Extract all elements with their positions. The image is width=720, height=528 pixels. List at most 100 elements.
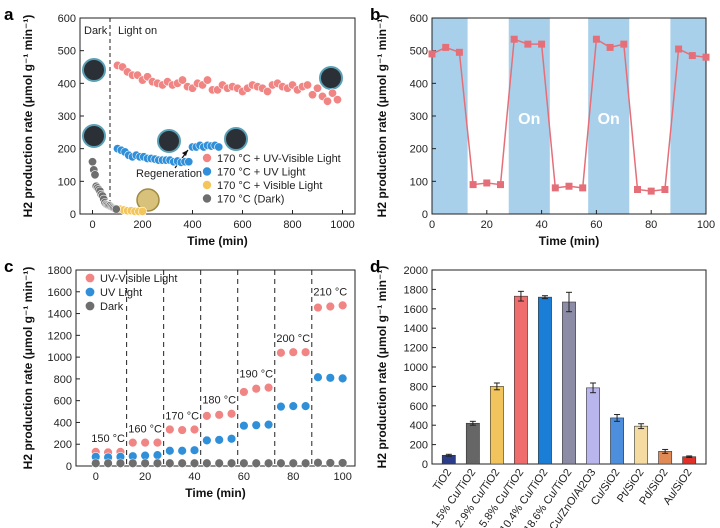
- legend-label: Dark: [100, 301, 124, 313]
- y-axis-label: H2 production rate (μmol g⁻¹ min⁻¹): [375, 266, 389, 469]
- data-point: [251, 383, 261, 394]
- light-on-label: Light on: [118, 25, 157, 37]
- regeneration-label: Regeneration: [136, 168, 202, 180]
- data-point: [263, 419, 274, 430]
- data-point: [675, 45, 683, 53]
- data-point: [510, 35, 518, 43]
- data-point: [538, 40, 546, 48]
- data-point: [263, 382, 274, 393]
- catalyst-photo: [157, 129, 181, 153]
- y-tick-label: 200: [410, 144, 428, 156]
- data-point: [165, 458, 175, 468]
- panel-label-a: a: [4, 5, 14, 24]
- data-point: [103, 458, 113, 468]
- temperature-label: 180 °C: [202, 395, 236, 407]
- data-point: [152, 437, 163, 448]
- arrowhead-icon: [182, 150, 188, 156]
- x-tick-label: 80: [287, 471, 299, 483]
- y-tick-label: 400: [54, 417, 72, 429]
- data-point: [251, 420, 261, 430]
- data-point: [178, 75, 188, 85]
- x-tick-label: 200: [133, 219, 151, 231]
- data-point: [251, 458, 261, 468]
- data-point: [214, 410, 224, 420]
- x-tick-label: 0: [93, 471, 99, 483]
- data-point: [620, 40, 628, 48]
- panel-label-d: d: [370, 257, 380, 276]
- data-point: [313, 458, 323, 468]
- panel-b: On On 0 100 200 300 400 500 600 0 20 40 60 80 100 Time…: [375, 13, 715, 248]
- data-point: [428, 50, 436, 58]
- data-point: [312, 83, 322, 93]
- legend-marker: [202, 153, 212, 163]
- data-point: [152, 458, 163, 468]
- data-point: [214, 435, 224, 445]
- temperature-label: 160 °C: [128, 424, 162, 436]
- x-tick-label: 20: [139, 471, 151, 483]
- data-point: [647, 187, 655, 195]
- data-point: [313, 302, 323, 313]
- catalyst-photo: [82, 124, 106, 148]
- x-tick-label: 80: [645, 219, 657, 231]
- data-point: [288, 347, 298, 357]
- data-point: [202, 458, 212, 468]
- y-tick-label: 600: [54, 396, 72, 408]
- x-tick-label: 100: [697, 219, 715, 231]
- data-point: [300, 347, 311, 357]
- y-tick-label: 400: [410, 78, 428, 90]
- data-point: [606, 43, 614, 51]
- data-point: [203, 75, 213, 85]
- y-axis-label: H2 production rate (μmol g⁻¹ min⁻¹): [21, 15, 35, 218]
- bar: [586, 387, 600, 465]
- data-point: [138, 206, 148, 216]
- y-tick-label: 2000: [404, 265, 428, 277]
- data-point: [189, 424, 200, 435]
- data-point: [90, 170, 100, 180]
- x-tick-label: 600: [233, 219, 251, 231]
- data-point: [702, 53, 710, 61]
- bar: [610, 417, 624, 465]
- y-tick-label: 1000: [404, 362, 428, 374]
- x-tick-label: 800: [283, 219, 301, 231]
- y-tick-label: 1800: [404, 284, 428, 296]
- temperature-label: 210 °C: [313, 286, 347, 298]
- data-point: [455, 48, 463, 56]
- bar: [514, 295, 528, 465]
- y-tick-label: 1600: [48, 287, 72, 299]
- y-tick-label: 300: [58, 111, 76, 123]
- legend-marker: [85, 287, 95, 297]
- data-point: [497, 181, 504, 189]
- legend-label: 170 °C (Dark): [217, 194, 284, 206]
- data-point: [226, 409, 237, 419]
- catalyst-photo: [224, 127, 248, 151]
- data-point: [565, 182, 573, 190]
- y-tick-label: 800: [54, 374, 72, 386]
- data-point: [214, 458, 224, 468]
- data-point: [337, 300, 348, 311]
- x-tick-label: 1000: [330, 219, 354, 231]
- rate-line: [431, 37, 707, 192]
- y-tick-label: 100: [58, 176, 76, 188]
- legend-marker: [202, 180, 212, 190]
- dark-label: Dark: [84, 25, 108, 37]
- data-point: [327, 88, 337, 98]
- data-point: [302, 80, 312, 90]
- data-point: [300, 401, 311, 411]
- catalyst-photo: [136, 188, 160, 212]
- data-point: [483, 179, 491, 187]
- data-point: [325, 373, 336, 383]
- x-tick-label: 60: [590, 219, 602, 231]
- on-label: On: [598, 111, 620, 128]
- data-point: [88, 157, 98, 167]
- data-point: [337, 458, 348, 468]
- y-tick-label: 500: [410, 46, 428, 58]
- legend-marker: [85, 301, 95, 311]
- data-point: [239, 421, 249, 431]
- x-tick-label: 60: [238, 471, 250, 483]
- data-point: [288, 401, 298, 411]
- data-point: [226, 458, 237, 468]
- bar: [538, 296, 552, 465]
- data-point: [262, 87, 272, 97]
- panel-c: 0 200 400 600 800 1000 1200 1400 1600 1800 0 20 40 60…: [21, 265, 356, 500]
- catalyst-photo: [319, 66, 343, 90]
